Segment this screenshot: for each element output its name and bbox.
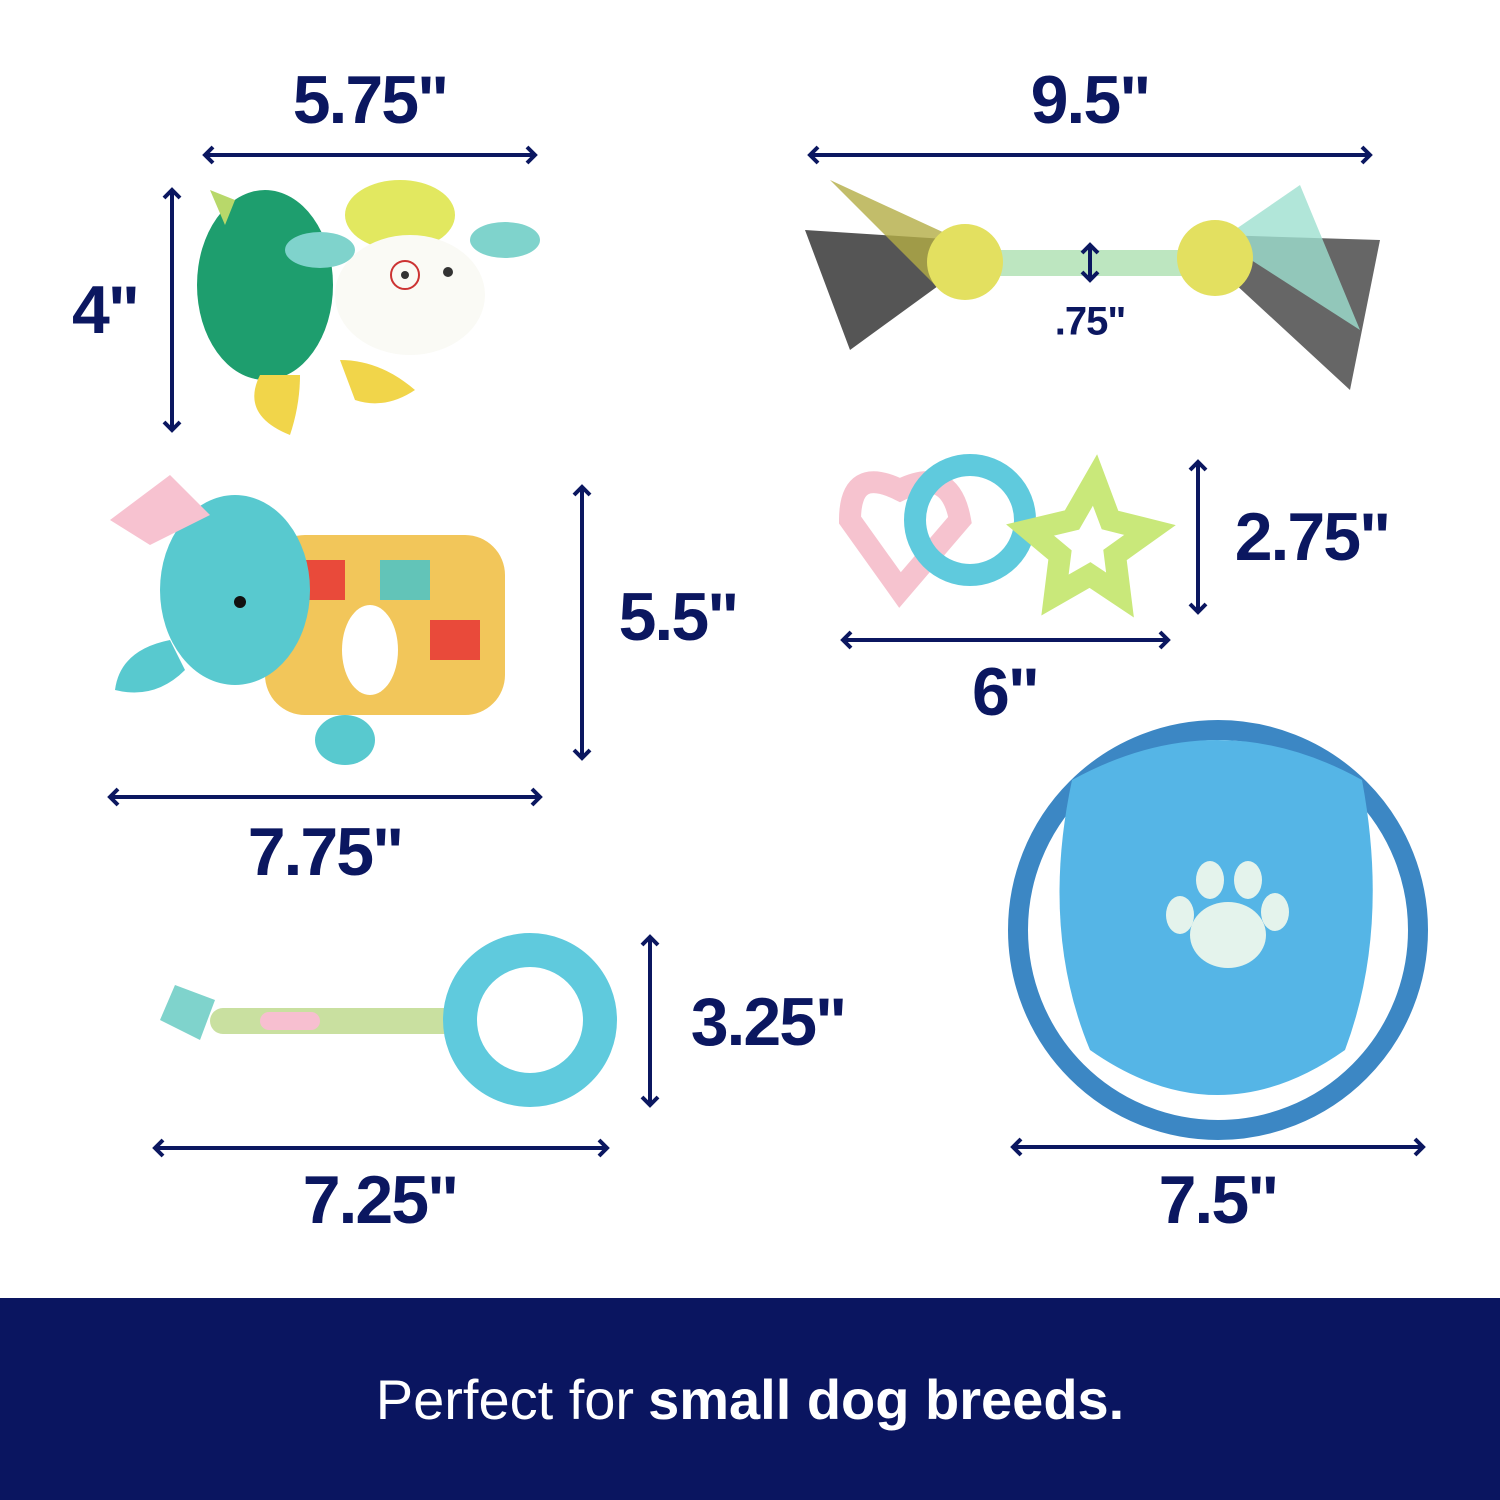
rings-height-label: 2.75" xyxy=(1234,499,1392,575)
tagline-regular: Perfect for xyxy=(375,1367,635,1431)
rope-width-label: 9.5" xyxy=(1030,62,1152,138)
rope-tug-image xyxy=(805,180,1380,390)
rings-width-label: 6" xyxy=(971,654,1040,730)
rope-width-arrow xyxy=(807,145,1373,165)
rope-thickness-label: .75" xyxy=(1054,299,1127,344)
elephant-plush-image xyxy=(110,475,505,765)
disc-width-arrow xyxy=(1010,1137,1426,1157)
braided-ring-height-label: 3.25" xyxy=(690,984,848,1060)
sheep-width-label: 5.75" xyxy=(292,62,450,138)
paw-icon xyxy=(1190,902,1266,968)
elephant-height-arrow xyxy=(572,484,592,761)
tagline-banner: Perfect for small dog breeds. xyxy=(0,1298,1500,1500)
sheep-plush-image xyxy=(197,180,540,435)
flying-disc-image xyxy=(1008,720,1428,1140)
rings-height-arrow xyxy=(1188,459,1208,615)
sheep-height-arrow xyxy=(162,187,182,433)
elephant-width-arrow xyxy=(107,787,543,807)
tagline-bold: small dog breeds. xyxy=(648,1367,1125,1431)
braided-ring-width-arrow xyxy=(152,1138,610,1158)
braided-ring-width-label: 7.25" xyxy=(302,1162,460,1238)
teething-rings-image xyxy=(838,454,1176,618)
elephant-height-label: 5.5" xyxy=(618,579,740,655)
sheep-height-label: 4" xyxy=(71,272,140,348)
rings-width-arrow xyxy=(840,630,1171,650)
braided-ring-tug-image xyxy=(160,933,617,1107)
braided-ring-height-arrow xyxy=(640,934,660,1108)
product-illustrations xyxy=(107,145,1428,1158)
elephant-width-label: 7.75" xyxy=(247,814,405,890)
rope-thickness-arrow xyxy=(1080,242,1100,283)
sheep-width-arrow xyxy=(202,145,538,165)
disc-width-label: 7.5" xyxy=(1158,1162,1280,1238)
